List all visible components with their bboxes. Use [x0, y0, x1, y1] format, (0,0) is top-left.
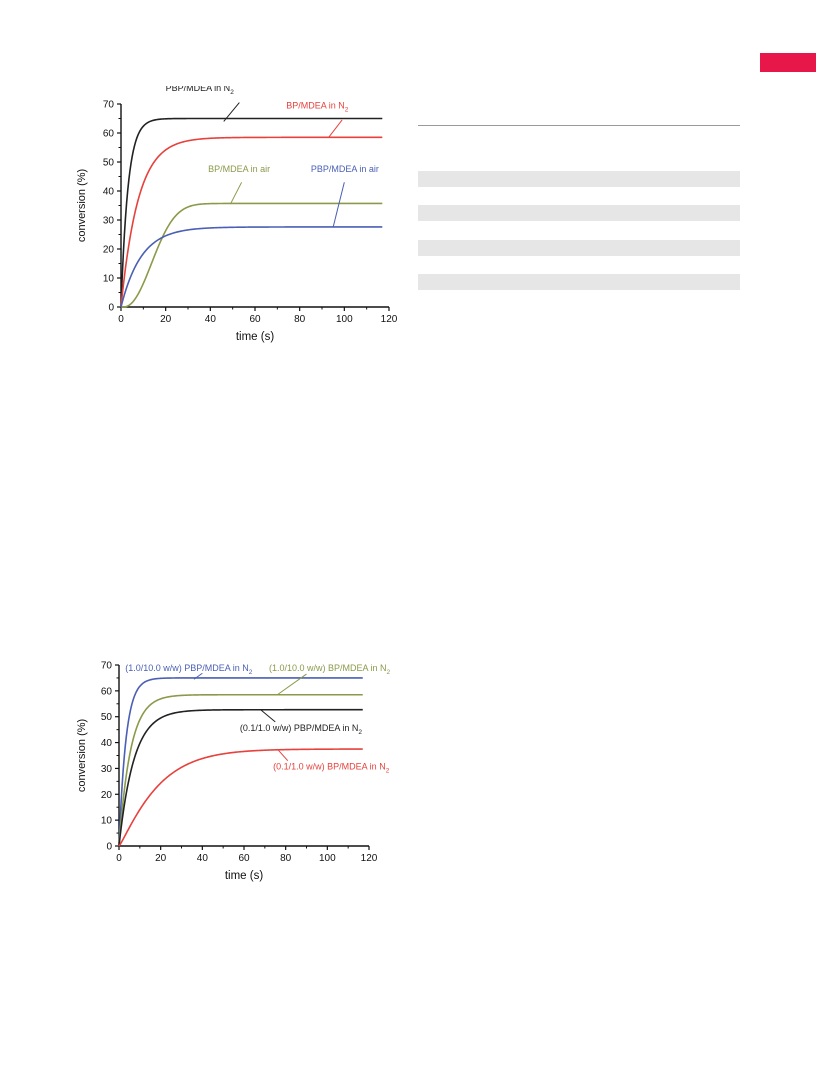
- chart-2-annotations: (1.0/10.0 w/w) PBP/MDEA in N2 (1.0/10.0 w…: [125, 663, 390, 775]
- y-tick-label: 70: [103, 100, 115, 111]
- x-tick-label: 40: [205, 314, 217, 325]
- annotation-leader: [277, 673, 307, 696]
- x-tick-label: 0: [118, 314, 124, 325]
- x-tick-label: 100: [336, 314, 353, 325]
- chart-2-axes: [118, 665, 369, 847]
- y-tick-label: 40: [101, 738, 113, 749]
- annotation-leader: [260, 709, 276, 723]
- series-label-1: (1.0/10.0 w/w) PBP/MDEA in N2: [125, 663, 253, 676]
- table-row-band: [418, 205, 740, 221]
- chart-1-series: [120, 117, 383, 308]
- chart-1-x-axis-label: time (s): [236, 331, 275, 343]
- section-marker: [760, 53, 816, 72]
- chart-conversion-vs-time-2: 0 20 40 60 80 100 120 0 10 20 30 40 50 60 70 (1.0/10.0…: [76, 661, 391, 883]
- chart-2-y-axis-label: conversion (%): [76, 719, 88, 792]
- y-tick-label: 60: [103, 129, 115, 140]
- chart-2-series: [118, 677, 363, 847]
- x-tick-label: 60: [238, 853, 250, 864]
- series-line-4: [118, 748, 363, 847]
- x-tick-label: 80: [280, 853, 292, 864]
- series-line-3: [118, 708, 363, 847]
- annotation-leader: [193, 672, 203, 680]
- annotation-leader: [328, 119, 343, 138]
- annotation-leader: [223, 102, 240, 122]
- series-line-2: [120, 136, 383, 308]
- x-tick-label: 0: [116, 853, 122, 864]
- table-top-rule: [418, 125, 740, 126]
- y-tick-label: 50: [101, 712, 113, 723]
- series-label-4: PBP/MDEA in air: [311, 164, 379, 174]
- series-label-3: (0.1/1.0 w/w) PBP/MDEA in N2: [240, 723, 363, 736]
- y-tick-label: 60: [101, 686, 113, 697]
- chart-1-axes: [120, 104, 389, 308]
- series-label-2: (1.0/10.0 w/w) BP/MDEA in N2: [269, 663, 391, 676]
- y-tick-label: 20: [101, 790, 113, 801]
- annotation-leader: [276, 748, 289, 762]
- x-tick-label: 20: [160, 314, 172, 325]
- series-label-2: BP/MDEA in N2: [286, 100, 349, 113]
- x-tick-label: 20: [155, 853, 167, 864]
- y-tick-label: 30: [103, 216, 115, 227]
- chart-2-x-axis-label: time (s): [225, 870, 264, 882]
- x-tick-label: 40: [197, 853, 209, 864]
- y-tick-label: 30: [101, 764, 113, 775]
- series-line-1: [120, 117, 383, 308]
- series-line-3: [121, 202, 383, 308]
- y-tick-label: 10: [101, 816, 113, 827]
- series-label-1: PBP/MDEA in N2: [166, 86, 235, 96]
- series-label-3: BP/MDEA in air: [208, 164, 270, 174]
- x-tick-label: 80: [294, 314, 306, 325]
- x-tick-label: 60: [249, 314, 261, 325]
- y-tick-label: 20: [103, 245, 115, 256]
- series-line-4: [120, 226, 383, 308]
- x-tick-label: 120: [361, 853, 378, 864]
- y-tick-label: 0: [106, 842, 112, 853]
- series-label-4: (0.1/1.0 w/w) BP/MDEA in N2: [273, 762, 390, 775]
- y-tick-label: 0: [108, 303, 114, 314]
- chart-1-y-axis-label: conversion (%): [76, 169, 88, 242]
- y-tick-label: 40: [103, 187, 115, 198]
- y-tick-label: 10: [103, 274, 115, 285]
- series-line-2: [118, 693, 363, 847]
- x-tick-label: 100: [319, 853, 336, 864]
- chart-1-ticks: 0 20 40 60 80 100 120 0 10 20 30 40 50 60 70: [103, 100, 398, 326]
- chart-1-annotations: PBP/MDEA in N2 BP/MDEA in N2 BP/MDEA in ai…: [166, 86, 379, 228]
- chart-2-ticks: 0 20 40 60 80 100 120 0 10 20 30 40 50 60 70: [101, 661, 378, 865]
- y-tick-label: 50: [103, 158, 115, 169]
- table-row-band: [418, 171, 740, 187]
- chart-conversion-vs-time-1: 0 20 40 60 80 100 120 0 10 20 30 40 50 60 70 PBP/MDEA …: [76, 86, 398, 343]
- table-row-band: [418, 240, 740, 256]
- table-row-band: [418, 274, 740, 290]
- y-tick-label: 70: [101, 661, 113, 672]
- x-tick-label: 120: [381, 314, 398, 325]
- annotation-leader: [229, 182, 243, 205]
- annotation-leader: [332, 182, 345, 228]
- series-line-1: [118, 677, 363, 847]
